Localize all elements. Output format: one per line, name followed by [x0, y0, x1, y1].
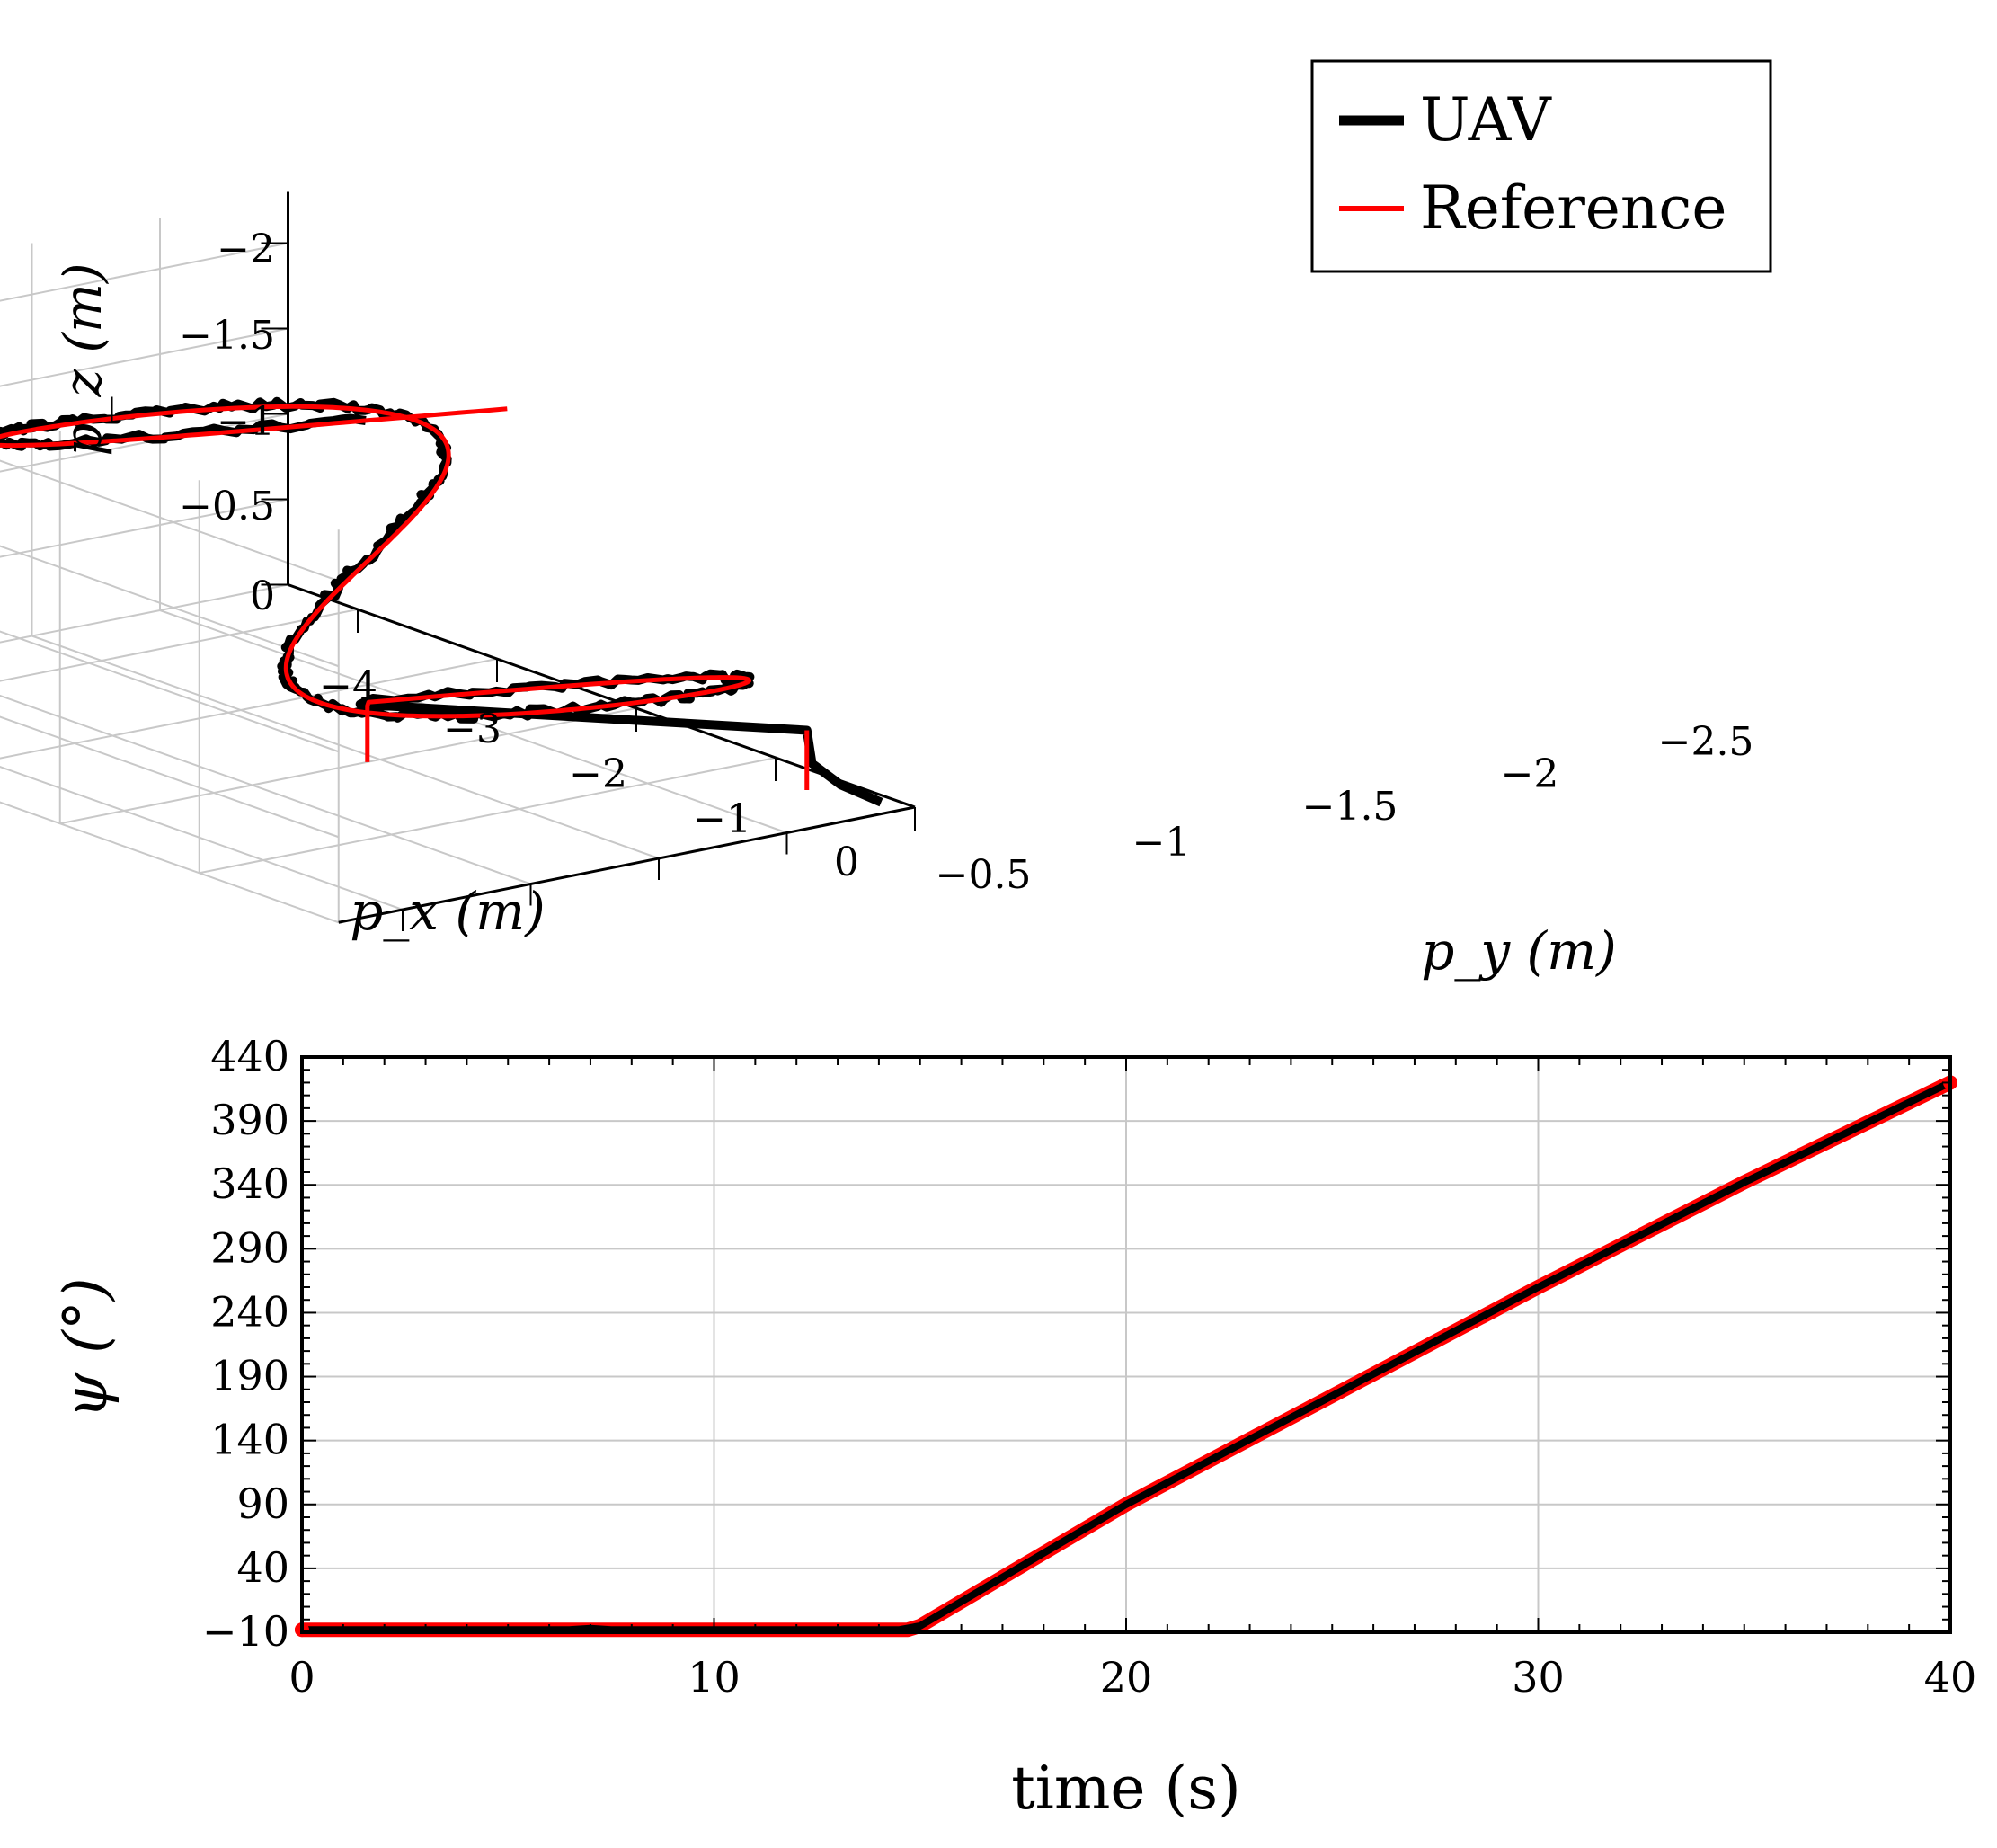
- y-tick-label: 340: [210, 1159, 289, 1208]
- y-tick-label: 440: [210, 1032, 289, 1080]
- grid-line: [0, 583, 288, 644]
- x-tick-label: −3: [443, 706, 501, 752]
- x-tick-label: 40: [1924, 1653, 1977, 1701]
- y-tick-label: −10: [202, 1607, 289, 1656]
- grid-line: [0, 630, 340, 753]
- y-axis-line: [338, 805, 916, 924]
- legend-label-uav: UAV: [1420, 85, 1552, 155]
- x-tick-label: 20: [1100, 1653, 1153, 1701]
- grid-line: [0, 545, 340, 668]
- legend-box: [1310, 59, 1772, 273]
- y-tick-label: 290: [210, 1223, 289, 1272]
- y-tick-label: 190: [210, 1352, 289, 1400]
- legend-label-reference: Reference: [1420, 173, 1726, 243]
- x-tick-label: −2: [569, 751, 627, 797]
- y-tick-label: −1: [1132, 820, 1191, 866]
- z-tick-label: −1.5: [179, 313, 275, 359]
- plot3d-series: [0, 396, 883, 807]
- plot3d-grid: [0, 191, 916, 924]
- x-tick-label: 0: [288, 1653, 315, 1701]
- y-tick-label: −2: [1501, 751, 1559, 797]
- z-tick-label: 0: [250, 573, 275, 619]
- z-tick-label: −2: [217, 227, 275, 272]
- grid-line: [0, 242, 288, 302]
- x-tick-label: 10: [688, 1653, 741, 1701]
- plot2d-ticks: 0 10 20 30 40 −10 40 90 140 190 240 290 340 390 440: [202, 1032, 1976, 1701]
- x-axis-line: [287, 583, 916, 809]
- grid-line: [0, 765, 404, 911]
- y-tick-label: −1.5: [1302, 784, 1398, 830]
- plot3d: 0 −0.5 −1 −1.5 −2 −4 −3 −2 −1 0 −0.5 −1 …: [0, 59, 1772, 982]
- grid-line: [0, 715, 340, 839]
- grid-line: [199, 757, 777, 875]
- grid-line: [0, 327, 288, 387]
- z-axis-label: p_z (m): [52, 262, 113, 456]
- y-tick-label: 40: [236, 1543, 289, 1592]
- grid-line: [0, 498, 288, 558]
- z-tick-label: −0.5: [179, 484, 275, 529]
- y-tick-label: 390: [210, 1096, 289, 1144]
- x-tick-label: −1: [693, 796, 751, 842]
- y-axis-label: p_y (m): [1421, 920, 1617, 982]
- legend: UAV Reference: [1310, 59, 1772, 273]
- x-axis-label: p_x (m): [350, 881, 546, 942]
- plot2d-grid: [301, 1056, 1951, 1633]
- y-tick-label: 240: [210, 1287, 289, 1336]
- y-tick-label: −0.5: [936, 852, 1032, 898]
- grid-line: [0, 459, 340, 582]
- z-tick-label: −1: [217, 399, 275, 445]
- plot2d: 0 10 20 30 40 −10 40 90 140 190 240 290 340 390 440 ti…: [51, 1032, 1976, 1823]
- grid-line: [0, 609, 359, 682]
- grid-line: [0, 658, 498, 760]
- x-tick-label: 0: [834, 840, 859, 885]
- grid-line: [31, 635, 660, 859]
- grid-line: [59, 707, 637, 825]
- grid-line: [0, 801, 340, 924]
- x-tick-label: 30: [1512, 1653, 1565, 1701]
- series-reference-3d: [0, 404, 751, 762]
- x-axis-label-2d: time (s): [1011, 1754, 1241, 1823]
- y-axis-label-2d: ψ (°): [51, 1277, 120, 1418]
- plot3d-axes: [261, 191, 916, 931]
- y-tick-label: −2.5: [1658, 719, 1754, 765]
- y-tick-label: 90: [236, 1479, 289, 1528]
- y-tick-label: 140: [210, 1416, 289, 1464]
- x-tick-label: −4: [319, 663, 377, 709]
- grid-line: [0, 694, 531, 885]
